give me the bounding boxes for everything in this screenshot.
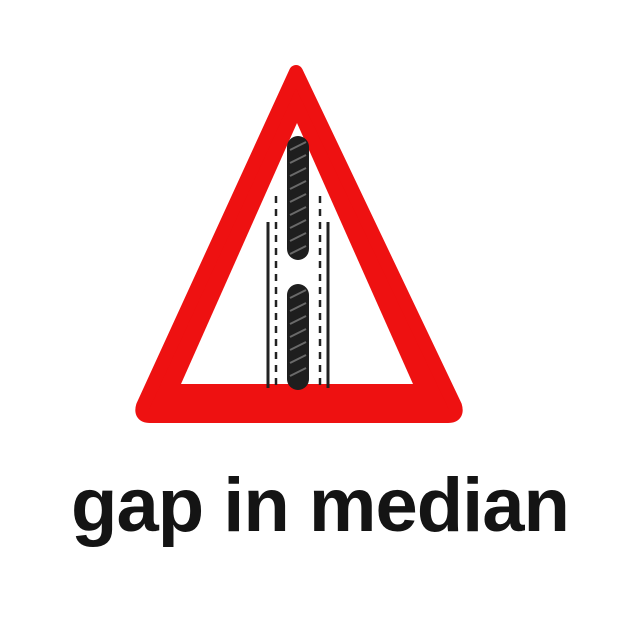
sign-caption: gap in median	[71, 463, 570, 548]
median-lower	[287, 284, 309, 390]
median-upper	[287, 136, 309, 260]
gap-in-median-icon	[266, 136, 330, 390]
warning-sign	[135, 65, 463, 423]
